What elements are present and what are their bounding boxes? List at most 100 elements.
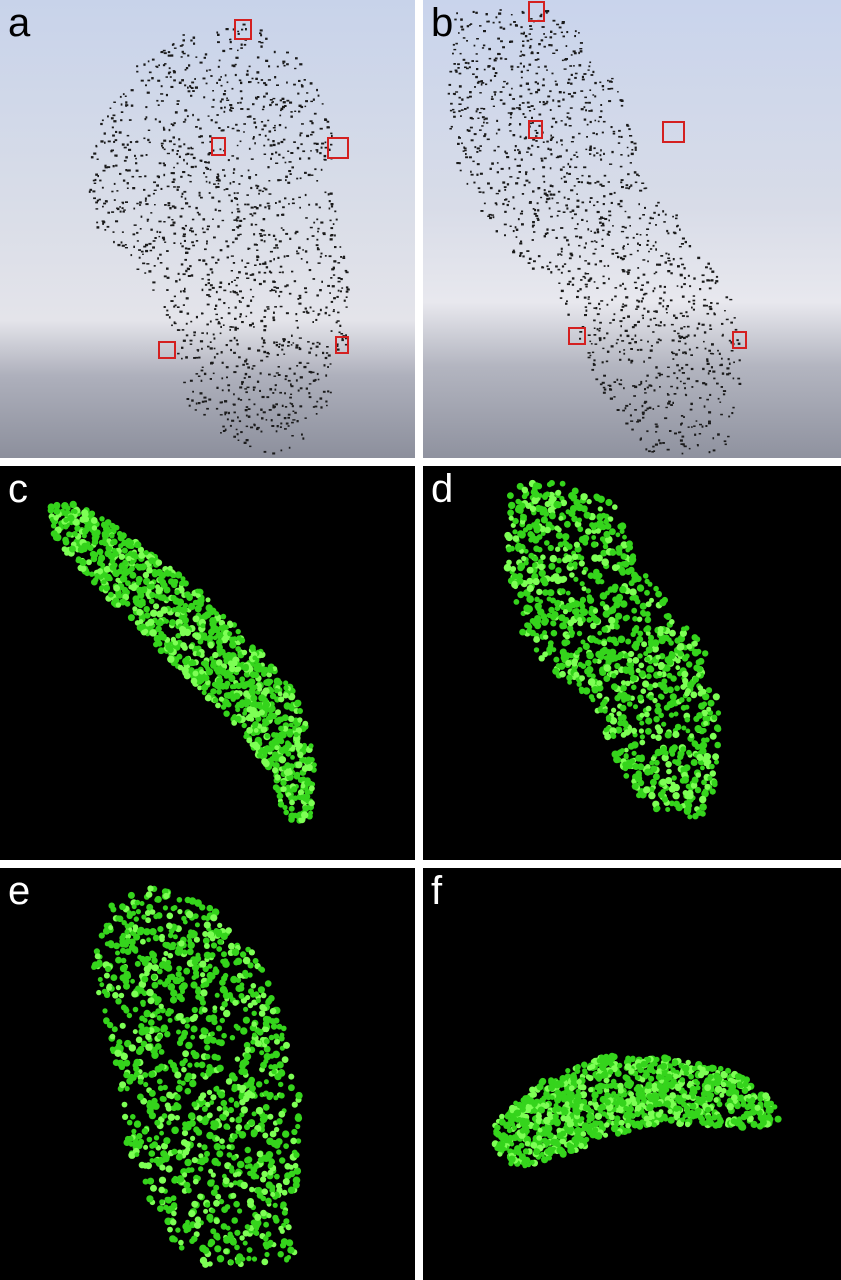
bird bbox=[284, 197, 287, 200]
bird bbox=[512, 98, 515, 100]
bird bbox=[576, 193, 578, 195]
bird bbox=[504, 58, 508, 60]
sphere bbox=[292, 719, 298, 724]
bird bbox=[111, 149, 114, 152]
bird bbox=[199, 127, 202, 130]
sphere bbox=[705, 687, 713, 694]
bird bbox=[653, 272, 656, 275]
bird bbox=[219, 100, 222, 103]
bird bbox=[493, 58, 496, 61]
bird bbox=[227, 384, 231, 387]
sphere bbox=[714, 759, 719, 765]
bird bbox=[579, 331, 583, 333]
bird bbox=[278, 346, 280, 348]
bird bbox=[316, 400, 319, 403]
bird bbox=[237, 397, 240, 401]
bird bbox=[260, 408, 263, 411]
sphere bbox=[712, 753, 720, 761]
bird bbox=[299, 296, 302, 299]
bird bbox=[516, 164, 520, 167]
bird bbox=[250, 158, 254, 160]
bird bbox=[542, 166, 546, 169]
sphere bbox=[277, 691, 283, 697]
sphere bbox=[615, 612, 623, 620]
bird bbox=[274, 76, 277, 79]
bird bbox=[314, 405, 318, 408]
bird bbox=[150, 212, 153, 214]
bird bbox=[467, 129, 471, 132]
bird bbox=[312, 321, 314, 323]
bird bbox=[209, 320, 212, 323]
bird bbox=[621, 225, 625, 228]
sphere bbox=[104, 519, 112, 526]
bird bbox=[498, 12, 502, 15]
bird bbox=[570, 141, 574, 143]
sphere bbox=[103, 525, 111, 533]
sphere bbox=[218, 696, 224, 702]
bird bbox=[555, 236, 558, 239]
bird bbox=[535, 140, 538, 142]
sphere bbox=[513, 599, 520, 605]
bird bbox=[627, 273, 630, 275]
bird bbox=[712, 370, 716, 373]
bird bbox=[688, 348, 691, 351]
sphere bbox=[275, 709, 281, 716]
bird bbox=[233, 290, 237, 294]
bird bbox=[140, 154, 144, 157]
bird bbox=[317, 378, 320, 381]
sphere bbox=[536, 588, 543, 596]
bird bbox=[583, 166, 587, 169]
bird bbox=[571, 217, 574, 220]
bird bbox=[296, 146, 300, 150]
bird bbox=[611, 150, 614, 154]
bird bbox=[575, 235, 579, 238]
bird bbox=[295, 313, 298, 316]
bird bbox=[579, 236, 583, 239]
bird bbox=[721, 372, 725, 375]
bird bbox=[482, 44, 486, 47]
bird bbox=[737, 377, 741, 380]
bird bbox=[163, 164, 166, 167]
bird bbox=[531, 225, 534, 228]
bird bbox=[342, 335, 345, 337]
bird bbox=[295, 320, 298, 322]
marker-box bbox=[732, 331, 747, 349]
bird bbox=[579, 255, 581, 258]
bird bbox=[581, 181, 583, 184]
bird bbox=[297, 389, 300, 392]
bird bbox=[252, 296, 255, 298]
bird bbox=[675, 217, 678, 220]
bird bbox=[169, 76, 172, 78]
bird bbox=[239, 101, 242, 104]
bird bbox=[456, 162, 460, 165]
sphere bbox=[670, 675, 677, 682]
bird bbox=[705, 266, 708, 269]
bird bbox=[580, 108, 584, 111]
bird bbox=[631, 338, 634, 341]
bird bbox=[684, 352, 687, 355]
bird bbox=[581, 78, 585, 81]
sphere bbox=[562, 533, 570, 541]
bird bbox=[121, 244, 125, 247]
bird bbox=[701, 425, 704, 428]
bird bbox=[238, 420, 242, 423]
bird bbox=[318, 206, 321, 209]
bird bbox=[573, 154, 576, 156]
bird bbox=[162, 64, 166, 67]
bird bbox=[157, 175, 160, 179]
bird bbox=[488, 213, 492, 216]
bird bbox=[551, 117, 556, 120]
bird bbox=[256, 427, 259, 431]
sphere bbox=[140, 623, 146, 629]
sphere bbox=[538, 655, 545, 662]
bird bbox=[154, 237, 157, 239]
bird bbox=[600, 104, 603, 106]
bird bbox=[535, 213, 537, 215]
bird bbox=[201, 288, 204, 292]
bird bbox=[654, 443, 658, 446]
bird-flock bbox=[447, 9, 742, 455]
bird bbox=[178, 155, 181, 158]
bird bbox=[96, 158, 99, 160]
bird bbox=[466, 96, 470, 99]
bird bbox=[170, 123, 173, 125]
